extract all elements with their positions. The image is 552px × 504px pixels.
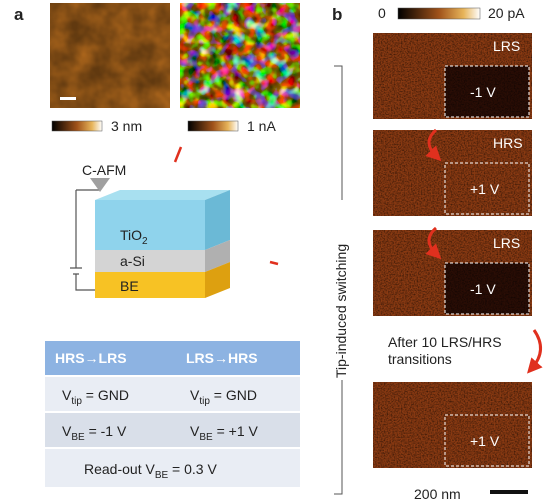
t: = 0.3 V <box>168 461 217 477</box>
afm-topography <box>50 3 170 108</box>
t: = -1 V <box>85 423 127 439</box>
colorbar <box>188 121 238 131</box>
t: = GND <box>82 387 129 403</box>
current-map: HRS +1 V <box>373 130 532 216</box>
page: {"panel_a":{"label":"a","scale_bars":["3… <box>0 0 552 504</box>
scale-label: 1 nA <box>247 118 276 134</box>
current-map: LRS -1 V <box>373 33 532 119</box>
header-cell: LRS→HRS <box>186 350 258 366</box>
probe-label: C-AFM <box>82 162 126 178</box>
colorbar <box>52 121 102 131</box>
t: BE <box>155 470 169 481</box>
note: transitions <box>388 351 452 367</box>
grain <box>373 382 532 468</box>
header-cell: HRS→LRS <box>55 350 127 366</box>
colorbar <box>398 8 480 19</box>
scale-bar <box>490 490 528 494</box>
layer-sub: 2 <box>142 236 148 247</box>
state-label: LRS <box>493 38 520 54</box>
colorbar-min: 0 <box>378 5 386 21</box>
layer-label: a-Si <box>120 253 145 269</box>
side-label: Tip-induced switching <box>333 244 349 378</box>
t: tip <box>71 396 82 407</box>
t: = +1 V <box>213 423 259 439</box>
bias-label: -1 V <box>470 281 496 297</box>
scale-label: 3 nm <box>111 118 142 134</box>
colorbar-max: 20 pA <box>488 5 525 21</box>
layer-text: TiO <box>120 227 142 243</box>
t: = GND <box>210 387 257 403</box>
layer-label: BE <box>120 278 139 294</box>
bias-label: +1 V <box>470 433 500 449</box>
arrow <box>175 147 181 162</box>
bias-label: +1 V <box>470 181 500 197</box>
device-diagram: C-AFM TiO2 a-Si BE <box>70 162 230 298</box>
t: BE <box>71 432 85 443</box>
state-label: LRS <box>493 235 520 251</box>
arrow <box>270 262 278 264</box>
t: BE <box>199 432 213 443</box>
t: tip <box>199 396 210 407</box>
t: Read-out <box>84 461 145 477</box>
scale-label: 200 nm <box>414 486 461 502</box>
current-map: LRS -1 V <box>373 230 532 316</box>
bias-label: -1 V <box>470 84 496 100</box>
note: After 10 LRS/HRS <box>388 334 502 350</box>
panel-label: b <box>332 5 342 24</box>
state-label: HRS <box>493 135 523 151</box>
current-map: +1 V <box>373 382 532 468</box>
figure: a 3 nm 1 nA C-AFM TiO2 a-Si BE HRS→LRS L… <box>0 0 552 504</box>
arrow <box>532 330 541 368</box>
afm-current <box>180 3 300 108</box>
panel-label: a <box>14 5 24 24</box>
